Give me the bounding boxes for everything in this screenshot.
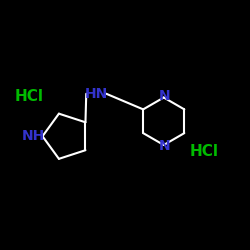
- Text: HCl: HCl: [14, 89, 43, 104]
- Text: HN: HN: [84, 87, 108, 101]
- Text: NH: NH: [22, 129, 46, 143]
- Text: HCl: HCl: [189, 144, 218, 159]
- Text: N: N: [159, 139, 171, 153]
- Text: N: N: [159, 89, 171, 103]
